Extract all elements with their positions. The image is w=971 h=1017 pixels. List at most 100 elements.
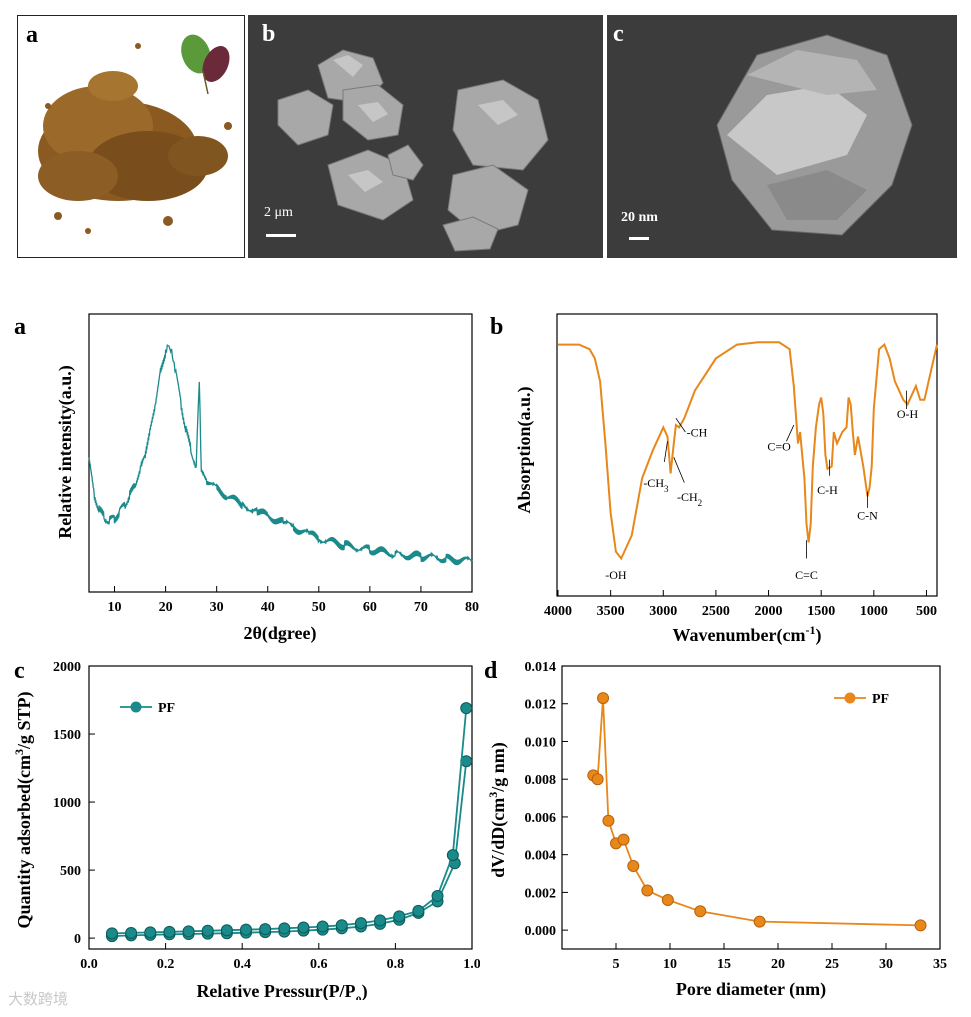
x-tick-label-c: 0.8	[387, 957, 405, 972]
pore-distribution-point	[753, 915, 766, 928]
x-tick-label-a: 50	[312, 600, 326, 615]
leaf-icon	[181, 34, 230, 95]
y-tick-label-d: 0.008	[525, 773, 557, 788]
isotherm-desorption-point	[105, 927, 118, 940]
annotation-label: -CH3	[643, 476, 669, 494]
sem-image-c: c 20 nm	[607, 15, 957, 258]
chart-d-xlabel: Pore diameter (nm)	[676, 979, 826, 1000]
panel-label-c-sem: c	[613, 21, 624, 47]
legend-marker-d	[844, 692, 856, 704]
y-tick-label-d: 0.010	[525, 735, 557, 750]
ftir-series-line	[558, 341, 938, 561]
legend-label-c: PF	[158, 701, 175, 716]
annotation-arrow	[675, 417, 686, 433]
isotherm-desorption-point	[460, 702, 473, 715]
y-tick-label-c: 1500	[53, 728, 81, 743]
x-tick-label-d: 30	[879, 957, 893, 972]
chart-d-frame	[561, 665, 941, 950]
x-tick-label-a: 40	[261, 600, 275, 615]
pore-distribution-point	[914, 919, 927, 932]
chart-a-ylabel: Relative intensity(a.u.)	[55, 365, 76, 538]
annotation-arrow	[673, 457, 685, 483]
isotherm-desorption-point	[201, 924, 214, 937]
x-tick-label-d: 20	[771, 957, 785, 972]
chart-d-pore: d 5 10 15 20 25 30 35 0.000 0.002 0.004 0.006 0.008…	[484, 658, 947, 1000]
x-tick-label-c: 0.6	[310, 957, 328, 972]
chart-c-xlabel: Relative Pressur(P/P0)	[196, 981, 367, 1000]
isotherm-desorption-point	[393, 910, 406, 923]
y-tick-label-d: 0.002	[525, 886, 557, 901]
x-tick-label-d: 15	[717, 957, 731, 972]
pore-distribution-point	[597, 692, 610, 705]
annotation-arrow	[786, 424, 795, 442]
chart-a-xrd: a 10 20 30 40 50 60 70 80 2θ(dgree) Relative in…	[14, 313, 479, 644]
pore-distribution-point	[641, 884, 654, 897]
pore-distribution-point	[591, 773, 604, 786]
isotherm-desorption-line	[111, 708, 468, 935]
x-tick-label-b: 500	[916, 604, 937, 619]
x-tick-label-b: 2500	[702, 604, 730, 619]
isotherm-desorption-point	[240, 923, 253, 936]
chart-d-ylabel: dV/dD(cm3/g nm)	[486, 742, 509, 878]
annotation-label: -OH	[605, 568, 627, 582]
scale-label-c: 20 nm	[621, 210, 658, 225]
y-tick-label-d: 0.000	[525, 924, 557, 939]
chart-b-frame	[556, 313, 938, 597]
x-tick-label-d: 10	[663, 957, 677, 972]
y-tick-label-c: 2000	[53, 660, 81, 675]
chart-b-xlabel: Wavenumber(cm-1)	[673, 623, 822, 646]
annotation-label: O-H	[897, 407, 919, 421]
watermark: 大数跨境	[8, 990, 69, 1008]
x-tick-label-b: 1500	[807, 604, 835, 619]
chart-label-b: b	[490, 314, 503, 340]
x-tick-label-b: 3500	[597, 604, 625, 619]
y-tick-label-d: 0.006	[525, 811, 557, 826]
powder-photo-panel: a	[17, 15, 245, 258]
panel-label-b-sem: b	[262, 21, 276, 47]
isotherm-desorption-point	[259, 923, 272, 936]
y-tick-label-d: 0.004	[525, 849, 557, 864]
legend-marker-c	[130, 701, 142, 713]
y-tick-label-c: 0	[74, 932, 81, 947]
isotherm-desorption-point	[297, 921, 310, 934]
y-tick-label-c: 1000	[53, 796, 81, 811]
panel-label-a-photo: a	[26, 22, 38, 48]
x-tick-label-a: 30	[210, 600, 224, 615]
x-tick-label-b: 1000	[860, 604, 888, 619]
isotherm-desorption-point	[316, 920, 329, 933]
x-tick-label-b: 4000	[544, 604, 572, 619]
pore-distribution-point	[627, 859, 640, 872]
isotherm-desorption-point	[374, 914, 387, 927]
chart-b-ftir: b 4000 3500 3000 2500 2000 1500 1000 500 -OH -CH…	[490, 313, 938, 646]
x-tick-label-a: 70	[414, 600, 428, 615]
isotherm-desorption-point	[220, 924, 233, 937]
chart-a-frame	[88, 313, 473, 593]
y-tick-label-d: 0.012	[525, 698, 557, 713]
x-tick-label-a: 80	[465, 600, 479, 615]
pore-distribution-line	[592, 698, 921, 927]
pore-distribution-point	[602, 814, 615, 827]
x-tick-label-c: 0.0	[80, 957, 98, 972]
isotherm-desorption-point	[354, 917, 367, 930]
legend-label-d: PF	[872, 692, 889, 707]
chart-label-a: a	[14, 314, 26, 340]
chart-label-c: c	[14, 658, 25, 684]
chart-label-d: d	[484, 658, 498, 684]
x-tick-label-c: 1.0	[463, 957, 480, 972]
isotherm-desorption-point	[335, 919, 348, 932]
pore-distribution-point	[617, 833, 630, 846]
annotation-label: C=C	[795, 568, 818, 582]
chart-c-ylabel: Quantity adsorbed(cm3/g STP)	[12, 691, 35, 928]
x-tick-label-a: 10	[108, 600, 122, 615]
annotation-label: -CH2	[677, 490, 702, 508]
annotation-label: C=O	[767, 439, 791, 453]
annotation-label: C-N	[857, 508, 878, 522]
chart-c-frame	[88, 665, 473, 950]
x-tick-label-c: 0.2	[157, 957, 175, 972]
x-tick-label-b: 2000	[755, 604, 783, 619]
x-tick-label-b: 3000	[649, 604, 677, 619]
scale-bar-b	[266, 234, 296, 237]
chart-a-xlabel: 2θ(dgree)	[243, 623, 316, 644]
pore-distribution-point	[694, 905, 707, 918]
